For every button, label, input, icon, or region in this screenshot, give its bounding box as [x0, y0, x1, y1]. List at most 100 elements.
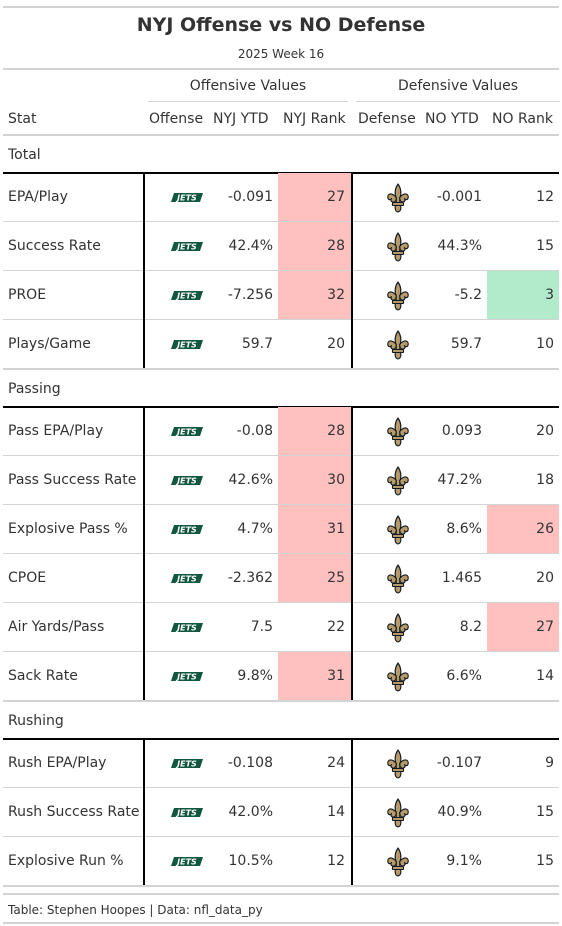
stat-label: Explosive Run %: [8, 853, 124, 869]
jets-logo-icon: JETS: [171, 476, 203, 485]
row-divider: [3, 319, 559, 320]
off-ytd-value: 59.7: [241, 336, 273, 352]
jets-logo-icon: JETS: [171, 672, 203, 681]
jets-logo-icon: JETS: [171, 340, 203, 349]
row-divider: [3, 455, 559, 456]
table-footer: Table: Stephen Hoopes | Data: nfl_data_p…: [8, 903, 263, 917]
off-rank-value: 30: [327, 472, 345, 488]
row-divider: [3, 553, 559, 554]
def-ytd-value: -0.107: [436, 755, 482, 771]
row-divider: [3, 602, 559, 603]
off-rank-highlight: [278, 554, 351, 603]
table-row: Success Rate JETS 42.4% 28 44.3% 15: [3, 222, 559, 271]
off-rank-value: 20: [327, 336, 345, 352]
off-rank-value: 12: [327, 853, 345, 869]
def-rank-value: 12: [536, 189, 554, 205]
fleur-de-lis-icon: [387, 466, 409, 496]
svg-text:JETS: JETS: [175, 242, 197, 251]
svg-text:JETS: JETS: [175, 193, 197, 202]
table-row: Rush EPA/Play JETS -0.108 24 -0.107 9: [3, 739, 559, 788]
def-rank-highlight: [487, 603, 559, 652]
def-ytd-value: 44.3%: [437, 238, 482, 254]
def-rank-value: 3: [545, 287, 554, 303]
offense-divider: [143, 406, 145, 700]
def-ytd-value: -5.2: [454, 287, 482, 303]
col-header-off-rank: NYJ Rank: [283, 111, 346, 127]
def-rank-value: 14: [536, 668, 554, 684]
def-rank-value: 20: [536, 570, 554, 586]
body-bottom-border: [3, 893, 559, 895]
svg-text:JETS: JETS: [175, 759, 197, 768]
off-rank-value: 14: [327, 804, 345, 820]
def-ytd-value: 1.465: [441, 570, 482, 586]
off-rank-highlight: [278, 652, 351, 701]
table-row: Explosive Pass % JETS 4.7% 31 8.6% 26: [3, 505, 559, 554]
stat-label: Explosive Pass %: [8, 521, 128, 537]
stat-label: Success Rate: [8, 238, 101, 254]
group-total-label: Total: [8, 147, 41, 163]
table-row: Rush Success Rate JETS 42.0% 14 40.9% 15: [3, 788, 559, 837]
col-header-off-ytd: NYJ YTD: [213, 111, 269, 127]
svg-text:JETS: JETS: [175, 672, 197, 681]
stat-label: Pass EPA/Play: [8, 423, 104, 439]
svg-text:JETS: JETS: [175, 623, 197, 632]
col-header-def-ytd: NO YTD: [425, 111, 479, 127]
jets-logo-icon: JETS: [171, 808, 203, 817]
def-rank-value: 15: [536, 804, 554, 820]
fleur-de-lis-icon: [387, 847, 409, 877]
def-ytd-value: -0.001: [436, 189, 482, 205]
fleur-de-lis-icon: [387, 798, 409, 828]
spanner-offense-rule: [148, 101, 348, 102]
jets-logo-icon: JETS: [171, 759, 203, 768]
col-header-border: [3, 134, 559, 136]
off-rank-value: 25: [327, 570, 345, 586]
fleur-de-lis-icon: [387, 749, 409, 779]
group-passing-bottom-rule: [3, 700, 559, 702]
group-rushing-rule: [3, 738, 559, 740]
stat-label: Rush Success Rate: [8, 804, 140, 820]
stat-label: Pass Success Rate: [8, 472, 137, 488]
off-rank-highlight: [278, 173, 351, 222]
jets-logo-icon: JETS: [171, 623, 203, 632]
row-divider: [3, 504, 559, 505]
svg-text:JETS: JETS: [175, 427, 197, 436]
fleur-de-lis-icon: [387, 281, 409, 311]
off-rank-value: 28: [327, 423, 345, 439]
def-ytd-value: 6.6%: [446, 668, 482, 684]
offense-divider: [143, 172, 145, 368]
svg-text:JETS: JETS: [175, 808, 197, 817]
fleur-de-lis-icon: [387, 417, 409, 447]
fleur-de-lis-icon: [387, 564, 409, 594]
off-rank-highlight: [278, 505, 351, 554]
svg-text:JETS: JETS: [175, 525, 197, 534]
off-ytd-value: -0.108: [227, 755, 273, 771]
table-row: Air Yards/Pass JETS 7.5 22 8.2 27: [3, 603, 559, 652]
table-title: NYJ Offense vs NO Defense: [136, 14, 426, 36]
group-total-bottom-rule: [3, 368, 559, 370]
off-ytd-value: -0.08: [236, 423, 273, 439]
row-divider: [3, 787, 559, 788]
row-divider: [3, 836, 559, 837]
header-border: [3, 68, 559, 70]
svg-text:JETS: JETS: [175, 340, 197, 349]
off-rank-value: 27: [327, 189, 345, 205]
def-rank-value: 15: [536, 853, 554, 869]
fleur-de-lis-icon: [387, 330, 409, 360]
def-rank-value: 26: [536, 521, 554, 537]
off-rank-value: 28: [327, 238, 345, 254]
def-rank-value: 15: [536, 238, 554, 254]
row-divider: [3, 651, 559, 652]
table-row: Explosive Run % JETS 10.5% 12 9.1% 15: [3, 837, 559, 886]
group-rushing-label: Rushing: [8, 713, 64, 729]
def-ytd-value: 59.7: [450, 336, 482, 352]
def-rank-highlight: [487, 505, 559, 554]
table-row: EPA/Play JETS -0.091 27 -0.001 12: [3, 173, 559, 222]
off-ytd-value: 7.5: [250, 619, 273, 635]
off-rank-value: 31: [327, 668, 345, 684]
jets-logo-icon: JETS: [171, 574, 203, 583]
off-rank-highlight: [278, 407, 351, 456]
off-rank-highlight: [278, 222, 351, 271]
jets-logo-icon: JETS: [171, 857, 203, 866]
stat-label: Rush EPA/Play: [8, 755, 107, 771]
